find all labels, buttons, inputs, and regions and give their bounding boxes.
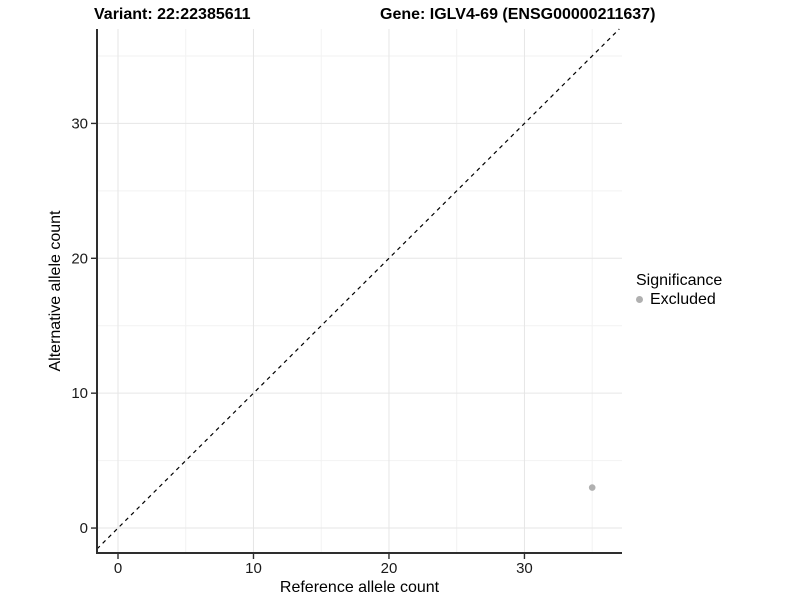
legend-item-label: Excluded [650,291,716,308]
x-tick-label: 20 [381,560,398,577]
legend-item-excluded: Excluded [635,290,722,309]
x-tick-label: 0 [114,560,122,577]
y-tick-label: 20 [71,250,88,267]
y-tick-label: 10 [71,385,88,402]
x-tick-label: 10 [245,560,262,577]
legend-key [631,296,647,303]
x-tick-label: 30 [516,560,533,577]
plot-title-gene: Gene: IGLV4-69 (ENSG00000211637) [380,6,656,23]
data-point [588,484,596,491]
y-axis-title: Alternative allele count [47,210,64,372]
y-tick-label: 30 [71,115,88,132]
x-axis-title: Reference allele count [279,579,440,596]
legend-title: Significance [636,272,723,289]
plot-title-variant: Variant: 22:22385611 [94,6,251,23]
legend: Significance Excluded [635,271,723,309]
identity-reference-line [96,28,620,550]
circle-marker-icon [635,296,643,303]
y-tick-label: 0 [80,520,88,537]
